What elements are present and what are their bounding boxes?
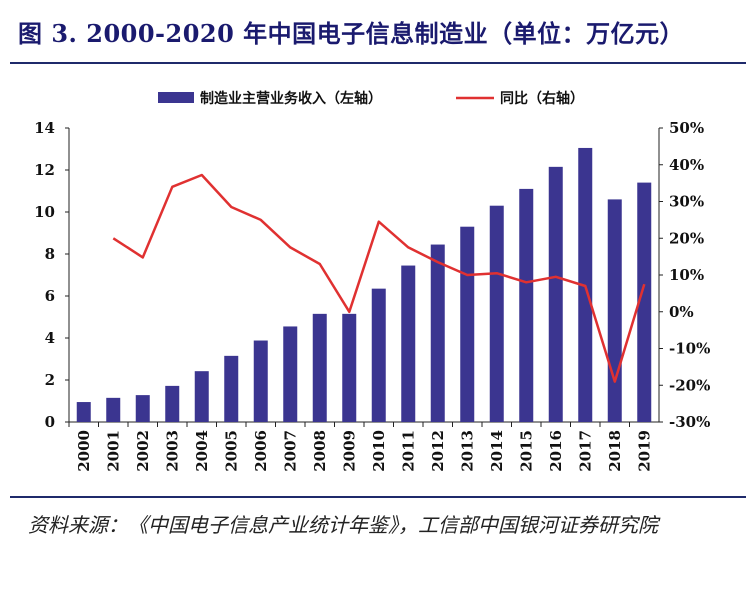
x-tick-label: 2013 xyxy=(458,430,476,472)
right-tick-label: -10% xyxy=(669,340,710,358)
x-tick-label: 2019 xyxy=(635,430,653,472)
x-tick-label: 2012 xyxy=(429,430,447,472)
legend-bar-label: 制造业主营业务收入（左轴） xyxy=(200,90,382,107)
bar-revenue xyxy=(607,199,622,422)
chart-title: 图 3. 2000-2020 年中国电子信息制造业（单位：万亿元） xyxy=(18,19,685,48)
legend-line-label: 同比（右轴） xyxy=(500,90,584,107)
left-tick-label: 14 xyxy=(34,119,55,137)
title-rule xyxy=(10,62,746,64)
x-tick-label: 2005 xyxy=(222,430,240,472)
x-tick-label: 2014 xyxy=(488,430,506,472)
legend-bar-swatch xyxy=(158,92,194,103)
x-tick-label: 2015 xyxy=(517,430,535,472)
x-tick-label: 2010 xyxy=(370,430,388,472)
left-tick-label: 10 xyxy=(34,203,55,221)
left-tick-label: 2 xyxy=(45,371,55,389)
bar-revenue xyxy=(283,326,298,422)
left-tick-label: 12 xyxy=(34,161,55,179)
x-tick-label: 2009 xyxy=(340,430,358,472)
bar-revenue xyxy=(135,395,150,422)
bar-revenue xyxy=(519,188,534,422)
chart: 制造业主营业务收入（左轴） 同比（右轴） 0 2 4 6 8 10 12 14 -30% -20% -1… xyxy=(34,90,710,472)
x-tick-label: 2008 xyxy=(311,430,329,472)
bar-revenue xyxy=(460,226,475,422)
source-rule xyxy=(10,496,746,498)
right-tick-label: 40% xyxy=(669,156,704,174)
bar-revenue xyxy=(401,265,416,422)
right-tick-label: -20% xyxy=(669,376,710,394)
bar-revenue xyxy=(165,385,180,422)
left-tick-label: 6 xyxy=(45,287,55,305)
x-tick-label: 2002 xyxy=(134,430,152,472)
bar-revenue xyxy=(342,313,357,422)
x-tick-label: 2016 xyxy=(547,430,565,472)
right-tick-label: 50% xyxy=(669,119,704,137)
bar-revenue xyxy=(489,205,504,422)
bar-revenue xyxy=(76,402,91,422)
bar-revenue xyxy=(637,182,652,422)
right-tick-label: 20% xyxy=(669,229,704,247)
x-tick-label: 2003 xyxy=(163,430,181,472)
right-tick-label: 0% xyxy=(669,303,694,321)
line-yoy xyxy=(112,173,646,383)
right-tick-label: -30% xyxy=(669,413,710,431)
bar-revenue xyxy=(548,166,563,422)
source-note: 资料来源：《中国电子信息产业统计年鉴》，工信部中国银河证券研究院 xyxy=(28,513,658,537)
bar-revenue xyxy=(253,340,268,422)
bar-revenue xyxy=(194,371,209,422)
left-tick-label: 8 xyxy=(45,245,55,263)
left-tick-label: 4 xyxy=(45,329,55,347)
x-tick-label: 2018 xyxy=(606,430,624,472)
x-tick-label: 2001 xyxy=(104,430,122,472)
right-tick-label: 10% xyxy=(669,266,704,284)
left-tick-label: 0 xyxy=(45,413,55,431)
bar-revenue xyxy=(430,244,445,422)
x-tick-label: 2017 xyxy=(576,430,594,472)
bar-revenue xyxy=(106,397,121,422)
x-tick-label: 2000 xyxy=(75,430,93,472)
bar-revenue xyxy=(312,313,327,422)
x-tick-label: 2004 xyxy=(193,430,211,472)
x-tick-label: 2007 xyxy=(281,430,299,472)
bar-revenue xyxy=(224,355,239,422)
x-tick-label: 2006 xyxy=(252,430,270,472)
right-tick-label: 30% xyxy=(669,193,704,211)
bar-revenue xyxy=(371,288,386,422)
x-tick-label: 2011 xyxy=(399,430,417,472)
